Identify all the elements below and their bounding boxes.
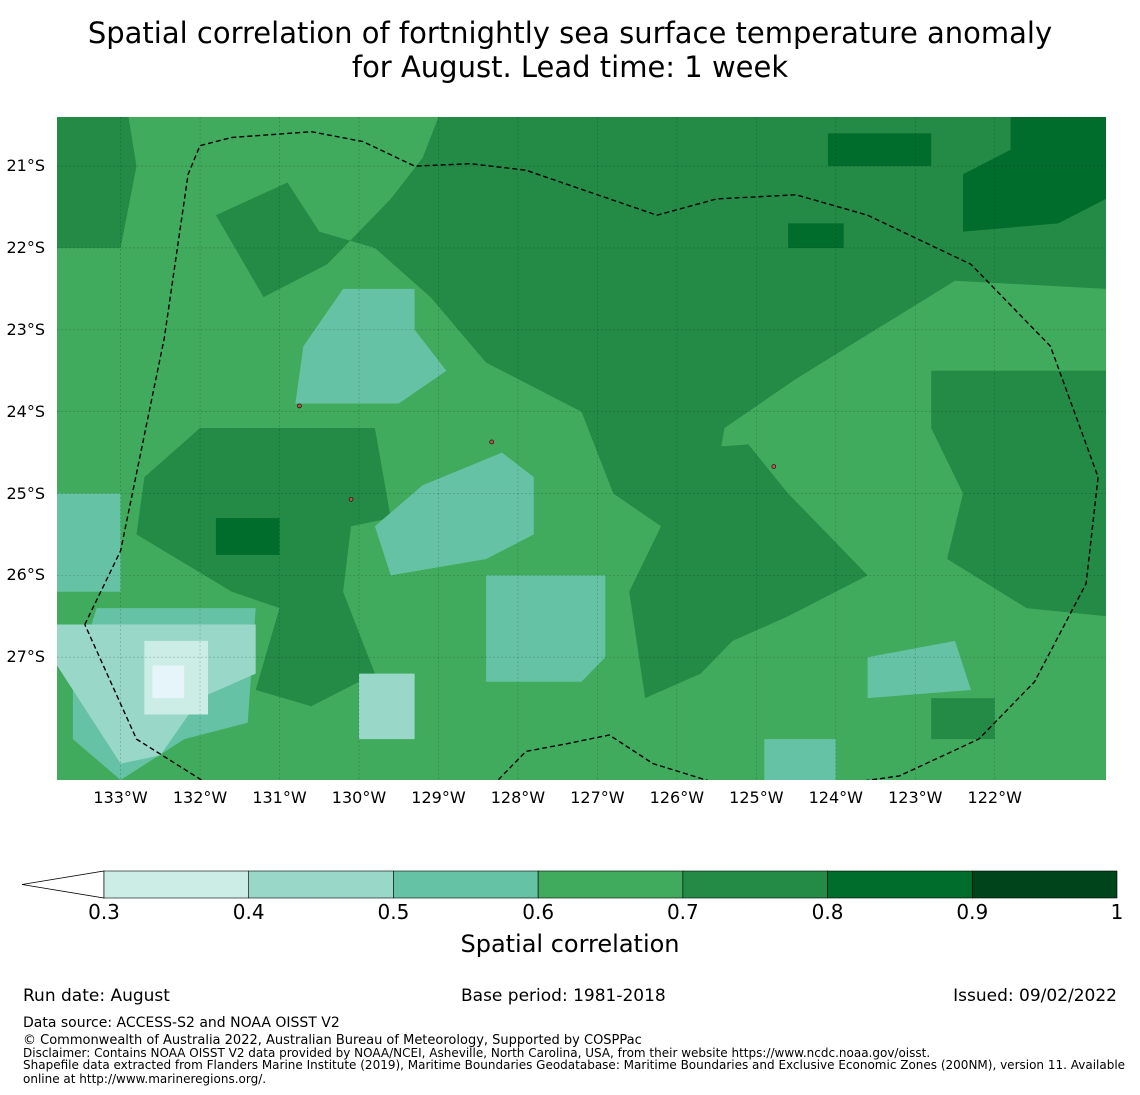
lat-tick-label: 25°S	[6, 483, 45, 503]
map-plot	[57, 117, 1106, 780]
issued-date-text: Issued: 09/02/2022	[953, 986, 1117, 1006]
correlation-region-10	[295, 288, 447, 404]
lat-tick-label: 21°S	[6, 156, 45, 176]
run-date-text: Run date: August	[23, 986, 170, 1006]
correlation-region-8	[788, 223, 844, 248]
colorbar-tick-label: 0.3	[88, 900, 120, 924]
colorbar	[21, 870, 1118, 899]
colorbar-bin	[248, 870, 394, 899]
island-marker-3	[297, 403, 302, 409]
correlation-region-9	[215, 518, 280, 555]
correlation-region-4	[931, 370, 1106, 617]
chart-title-line-1: Spatial correlation of fortnightly sea s…	[87, 16, 1053, 50]
colorbar-bin	[103, 870, 250, 899]
colorbar-bin	[393, 870, 539, 899]
lon-tick-label: 132°W	[172, 788, 228, 807]
colorbar-bin	[971, 870, 1118, 899]
correlation-region-13	[57, 493, 121, 592]
colorbar-tick-label: 0.5	[377, 900, 410, 924]
correlation-region-15	[867, 640, 971, 699]
correlation-region-0	[215, 117, 1106, 527]
lon-tick-label: 125°W	[729, 788, 784, 807]
lat-tick-label: 22°S	[6, 237, 45, 257]
island-marker-1	[348, 496, 354, 502]
lat-tick-label: 26°S	[6, 565, 45, 585]
colorbar-label: Spatial correlation	[460, 930, 680, 958]
base-period-text: Base period: 1981-2018	[461, 986, 666, 1006]
correlation-region-16	[764, 739, 836, 780]
correlation-region-18	[359, 673, 415, 740]
correlation-region-5	[931, 698, 995, 740]
copyright-text: © Commonwealth of Australia 2022, Austra…	[23, 1033, 642, 1048]
island-marker-2	[771, 464, 777, 469]
correlation-region-6	[963, 117, 1106, 232]
lon-tick-label: 124°W	[808, 788, 863, 807]
lat-tick-label: 24°S	[6, 401, 45, 421]
chart-title-line-2: for August. Lead time: 1 week	[351, 50, 789, 84]
correlation-region-2	[136, 428, 391, 707]
lon-tick-label: 131°W	[252, 788, 307, 807]
correlation-region-20	[152, 665, 185, 699]
data-source-text: Data source: ACCESS-S2 and NOAA OISST V2	[23, 1015, 340, 1031]
disclaimer-text: Disclaimer: Contains NOAA OISST V2 data …	[23, 1046, 931, 1060]
colorbar-bin	[682, 870, 828, 899]
colorbar-tick-label: 0.8	[811, 900, 844, 924]
colorbar-tick-label: 1	[1110, 900, 1124, 924]
correlation-region-1	[57, 117, 137, 248]
lat-tick-label: 27°S	[6, 647, 45, 667]
colorbar-tick-label: 0.6	[522, 900, 555, 924]
correlation-region-7	[827, 133, 932, 167]
lat-tick-label: 23°S	[6, 319, 45, 339]
island-marker-0	[489, 439, 494, 445]
correlation-region-11	[374, 452, 534, 576]
lon-tick-label: 123°W	[888, 788, 943, 807]
lon-tick-label: 128°W	[490, 788, 546, 807]
eez-boundary-line	[84, 130, 1099, 780]
lon-tick-label: 126°W	[649, 788, 705, 807]
colorbar-bin	[827, 870, 973, 899]
colorbar-tick-label: 0.7	[666, 900, 699, 924]
correlation-region-3	[629, 444, 868, 699]
lon-tick-label: 127°W	[570, 788, 625, 807]
lon-tick-label: 133°W	[93, 788, 148, 807]
colorbar-extend-arrow	[21, 870, 105, 899]
colorbar-tick-label: 0.9	[956, 900, 989, 924]
lon-tick-label: 130°W	[331, 788, 387, 807]
colorbar-tick-label: 0.4	[232, 900, 265, 924]
colorbar-bin	[537, 870, 684, 899]
shapefile-credit-text: Shapefile data extracted from Flanders M…	[23, 1058, 1126, 1086]
lon-tick-label: 129°W	[411, 788, 466, 807]
lon-tick-label: 122°W	[967, 788, 1022, 807]
correlation-region-12	[486, 575, 606, 682]
